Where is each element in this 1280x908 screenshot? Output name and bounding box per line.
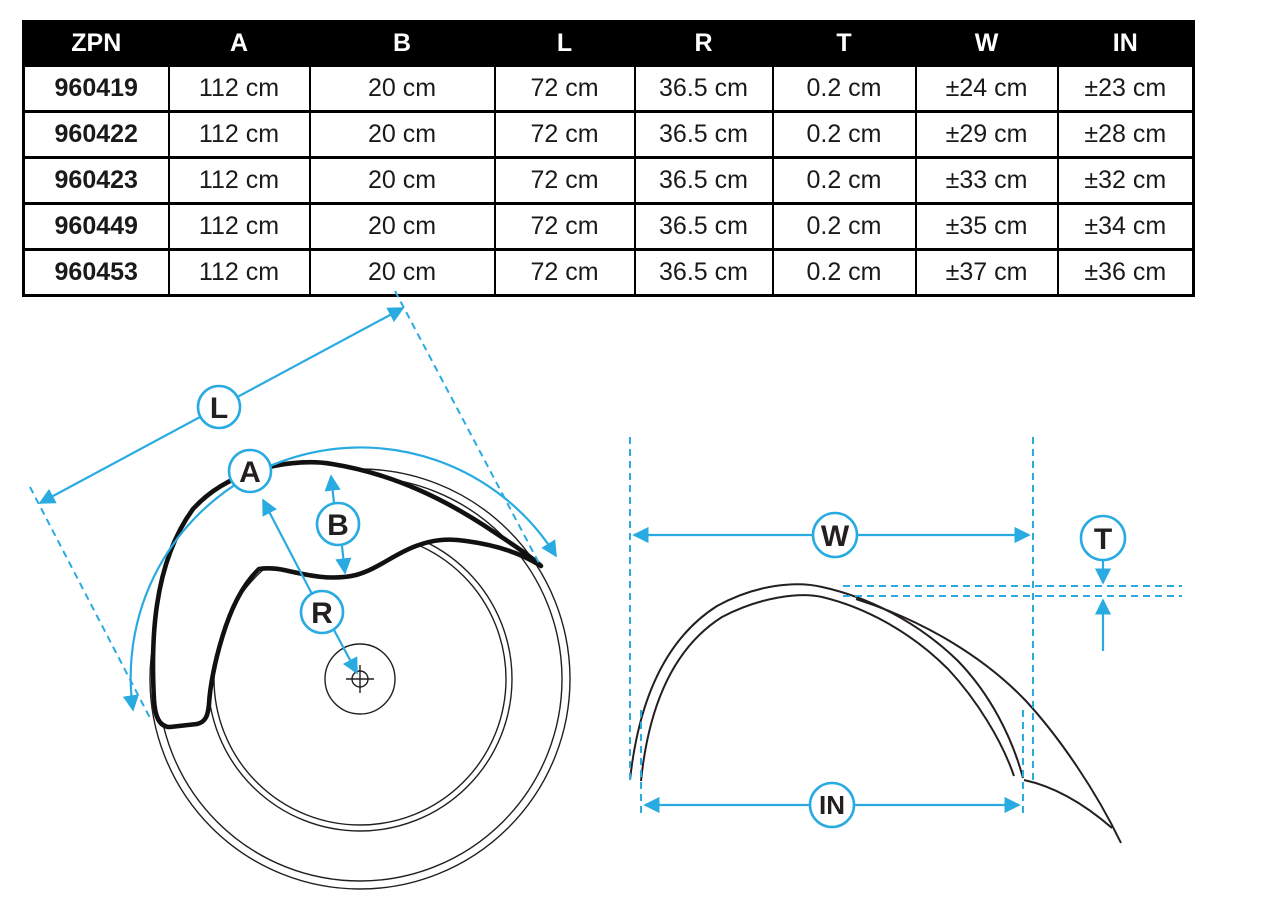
dimension-R: R: [262, 498, 358, 675]
table-row: 960423 112 cm 20 cm 72 cm 36.5 cm 0.2 cm ±33 c…: [22, 156, 1195, 205]
column-header-b: B: [308, 20, 496, 67]
dimension-T: T: [843, 514, 1182, 651]
value-cell: 0.2 cm: [771, 156, 917, 205]
value-cell: 36.5 cm: [633, 156, 774, 205]
R-arrow-to-fender: [262, 498, 313, 595]
value-cell: ±35 cm: [914, 202, 1059, 251]
B-arrow-up: [324, 474, 341, 504]
table-row: 960449 112 cm 20 cm 72 cm 36.5 cm 0.2 cm ±35 c…: [22, 202, 1195, 251]
value-cell: 20 cm: [308, 110, 496, 159]
value-cell: 36.5 cm: [633, 248, 774, 297]
table-body: 960419 112 cm 20 cm 72 cm 36.5 cm 0.2 cm ±24 c…: [22, 64, 1195, 297]
value-cell: ±32 cm: [1056, 156, 1195, 205]
W-label: W: [821, 520, 850, 553]
value-cell: ±23 cm: [1056, 64, 1195, 113]
arch-inner-curve: [640, 594, 1015, 782]
L-label-circle: [196, 384, 242, 430]
value-cell: ±37 cm: [914, 248, 1059, 297]
value-cell: ±24 cm: [914, 64, 1059, 113]
dimension-A: A: [122, 446, 557, 712]
column-header-l: L: [493, 20, 636, 67]
spec-table: ZPN A B L R T W IN 960419 112 cm 20 cm 72 cm 36.5 c…: [22, 20, 1195, 297]
B-label: B: [327, 509, 349, 542]
IN-label: IN: [819, 790, 845, 820]
dimension-IN: IN: [640, 710, 1024, 829]
value-cell: 112 cm: [167, 248, 311, 297]
value-cell: 20 cm: [308, 156, 496, 205]
column-header-in: IN: [1056, 20, 1195, 67]
extension-line-right: [394, 290, 541, 566]
value-cell: 36.5 cm: [633, 202, 774, 251]
value-cell: 20 cm: [308, 248, 496, 297]
column-header-zpn: ZPN: [22, 20, 170, 67]
wheel-hub: [324, 643, 396, 715]
value-cell: 20 cm: [308, 202, 496, 251]
column-header-a: A: [167, 20, 311, 67]
table-row: 960419 112 cm 20 cm 72 cm 36.5 cm 0.2 cm ±24 c…: [22, 64, 1195, 113]
value-cell: 72 cm: [493, 156, 636, 205]
fender-side-view: L A B R: [29, 290, 571, 890]
column-header-w: W: [914, 20, 1059, 67]
value-cell: 112 cm: [167, 156, 311, 205]
value-cell: 112 cm: [167, 64, 311, 113]
arch-outer-curve: [629, 583, 1024, 781]
value-cell: 72 cm: [493, 110, 636, 159]
A-label: A: [239, 456, 261, 489]
column-header-t: T: [771, 20, 917, 67]
W-label-circle: [811, 511, 859, 559]
side-flare-curve: [855, 598, 1122, 844]
value-cell: 0.2 cm: [771, 202, 917, 251]
table-header-row: ZPN A B L R T W IN: [22, 20, 1195, 67]
B-label-circle: [315, 501, 361, 547]
value-cell: ±29 cm: [914, 110, 1059, 159]
zpn-cell: 960453: [22, 248, 170, 297]
A-label-circle: [227, 448, 273, 494]
R-arrow-to-center: [333, 629, 358, 675]
T-label-circle: [1079, 514, 1127, 562]
table-row: 960453 112 cm 20 cm 72 cm 36.5 cm 0.2 cm ±37 c…: [22, 248, 1195, 297]
A-arc-line: [122, 446, 557, 712]
value-cell: 0.2 cm: [771, 64, 917, 113]
value-cell: ±36 cm: [1056, 248, 1195, 297]
R-label-circle: [299, 589, 345, 635]
dimension-W: W: [629, 437, 1034, 780]
T-label: T: [1094, 523, 1112, 556]
zpn-cell: 960419: [22, 64, 170, 113]
value-cell: 112 cm: [167, 202, 311, 251]
B-arrow-down: [335, 545, 352, 575]
value-cell: ±34 cm: [1056, 202, 1195, 251]
value-cell: 36.5 cm: [633, 64, 774, 113]
value-cell: 112 cm: [167, 110, 311, 159]
R-label: R: [311, 597, 333, 630]
fender-front-view: W T IN: [629, 437, 1182, 844]
value-cell: 72 cm: [493, 64, 636, 113]
arch-outline: [629, 583, 1122, 844]
value-cell: ±33 cm: [914, 156, 1059, 205]
value-cell: 0.2 cm: [771, 248, 917, 297]
extension-line-left: [29, 486, 151, 719]
arch-foot-curve: [1023, 779, 1113, 829]
value-cell: 72 cm: [493, 248, 636, 297]
value-cell: 0.2 cm: [771, 110, 917, 159]
zpn-cell: 960423: [22, 156, 170, 205]
table-row: 960422 112 cm 20 cm 72 cm 36.5 cm 0.2 cm ±29 c…: [22, 110, 1195, 159]
IN-label-circle: [808, 781, 856, 829]
value-cell: 36.5 cm: [633, 110, 774, 159]
value-cell: ±28 cm: [1056, 110, 1195, 159]
value-cell: 20 cm: [308, 64, 496, 113]
zpn-cell: 960449: [22, 202, 170, 251]
L-label: L: [210, 392, 228, 425]
zpn-cell: 960422: [22, 110, 170, 159]
dimension-B: B: [315, 474, 361, 575]
value-cell: 72 cm: [493, 202, 636, 251]
column-header-r: R: [633, 20, 774, 67]
